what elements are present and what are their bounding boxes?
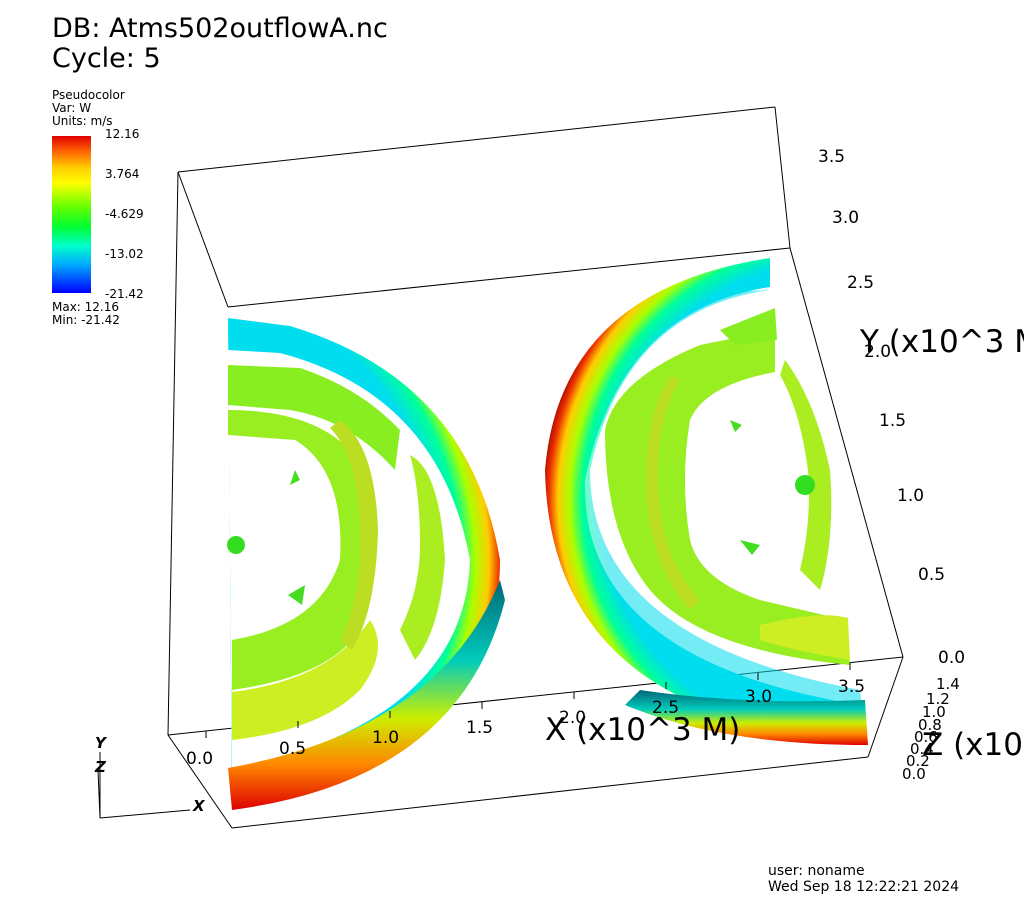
- triad-z-label: Z: [95, 758, 106, 776]
- legend-plot-type: Pseudocolor: [52, 88, 125, 102]
- legend-tick-label: 3.764: [105, 167, 140, 181]
- y-tick-label: 1.0: [897, 486, 925, 506]
- legend-tick-label: -21.42: [105, 287, 144, 301]
- z-axis-title: Z (x10: [922, 727, 1023, 763]
- legend-max: Max: 12.16: [52, 300, 120, 314]
- legend-tick-label: 12.16: [105, 127, 140, 141]
- x-tick-label: 1.0: [372, 728, 400, 748]
- legend-variable: Var: W: [52, 101, 92, 115]
- triad-y-label: Y: [95, 734, 106, 752]
- legend-min: Min: -21.42: [52, 313, 120, 327]
- z-tick-label: 0.6: [914, 728, 938, 746]
- y-axis-title: Y (x10^3 M: [860, 324, 1024, 360]
- x-tick-label: 2.5: [652, 698, 680, 718]
- legend-tick-label: -4.629: [105, 207, 144, 221]
- legend-color-bar: [52, 136, 91, 293]
- x-tick-label: 2.0: [559, 708, 587, 728]
- database-title: DB: Atms502outflowA.nc: [52, 13, 388, 44]
- z-tick-label: 0.4: [910, 740, 934, 758]
- legend-units: Units: m/s: [52, 114, 113, 128]
- z-tick-label: 1.2: [926, 690, 950, 708]
- x-tick-label: 3.5: [838, 677, 866, 697]
- y-tick-label: 1.5: [879, 411, 907, 431]
- y-tick-label: 2.0: [864, 342, 892, 362]
- z-tick-label: 0.2: [906, 752, 930, 770]
- bottom-outflow-band: [228, 580, 868, 810]
- x-tick-label: 0.0: [186, 749, 214, 769]
- bounding-box: [167, 106, 904, 829]
- right-outflow-field: [545, 258, 865, 740]
- x-tick-label: 0.5: [279, 739, 307, 759]
- z-tick-label: 0.0: [902, 765, 926, 783]
- z-tick-label: 1.0: [922, 703, 946, 721]
- x-axis-title: X (x10^3 M): [545, 712, 741, 748]
- timestamp-label: Wed Sep 18 12:22:21 2024: [768, 879, 960, 895]
- x-tick-label: 1.5: [466, 718, 494, 738]
- triad-x-label: X: [193, 797, 205, 815]
- user-label: user: noname: [768, 863, 865, 879]
- y-tick-label: 3.5: [818, 147, 846, 167]
- y-tick-label: 0.0: [938, 648, 966, 668]
- x-axis-ticks: [205, 663, 851, 738]
- z-tick-label: 1.4: [936, 675, 960, 693]
- y-tick-label: 0.5: [918, 565, 946, 585]
- legend-tick-label: -13.02: [105, 247, 144, 261]
- y-tick-label: 3.0: [832, 208, 860, 228]
- axis-triad: [97, 752, 191, 819]
- cycle-title: Cycle: 5: [52, 43, 161, 74]
- x-tick-label: 3.0: [745, 687, 773, 707]
- z-tick-label: 0.8: [918, 716, 942, 734]
- y-tick-label: 2.5: [847, 273, 875, 293]
